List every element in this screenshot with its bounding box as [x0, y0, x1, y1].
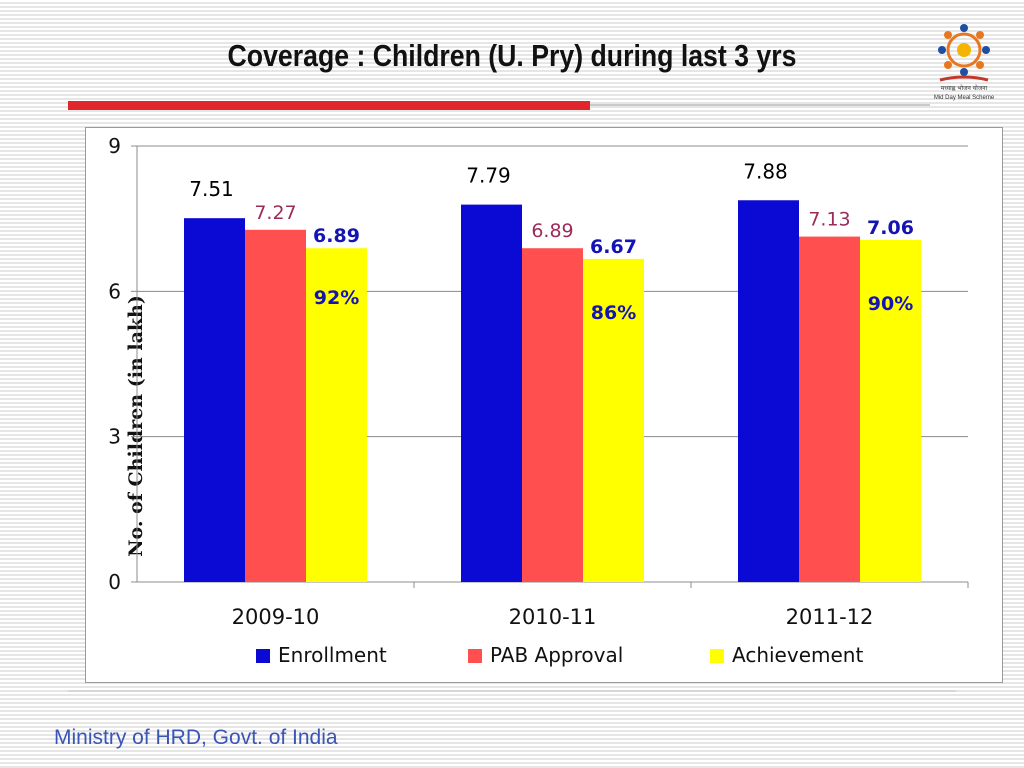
legend-label: PAB Approval	[490, 643, 623, 667]
legend-label: Enrollment	[278, 643, 387, 667]
percentage-annotation: 92%	[314, 287, 359, 309]
logo-english-text: Mid Day Meal Scheme	[934, 95, 995, 101]
bar-enrollment	[184, 218, 245, 582]
data-label: 7.13	[808, 209, 850, 231]
legend-swatch	[710, 649, 724, 663]
legend-swatch	[256, 649, 270, 663]
bar-pab-approval	[245, 229, 306, 582]
logo-hindi-text: मध्याह्न भोजन योजना	[941, 84, 988, 92]
data-label: 7.51	[189, 177, 234, 201]
data-label: 7.27	[254, 202, 296, 224]
bar-enrollment	[738, 200, 799, 582]
bar-chart: No. of Children (in lakh) 0 3 6 9 2009-10 7.5…	[108, 134, 969, 667]
y-tick-label: 9	[108, 134, 121, 158]
legend-label: Achievement	[732, 643, 863, 667]
footer-rule	[68, 690, 956, 692]
title-underline-red	[68, 101, 590, 110]
data-label: 6.67	[590, 236, 637, 258]
data-label: 7.79	[466, 164, 511, 188]
bar-achievement	[860, 239, 921, 582]
footer-text: Ministry of HRD, Govt. of India	[54, 726, 338, 749]
x-tick-label: 2010-11	[509, 605, 597, 629]
bar-achievement	[583, 258, 644, 582]
x-tick-label: 2009-10	[232, 605, 320, 629]
bar-pab-approval	[522, 248, 583, 582]
data-label: 7.88	[743, 159, 788, 183]
y-tick-label: 3	[108, 425, 121, 449]
percentage-annotation: 86%	[591, 302, 636, 324]
people-circle-icon	[938, 24, 990, 76]
bar-achievement	[306, 248, 367, 582]
chart-container: No. of Children (in lakh) 0 3 6 9 2009-10 7.5…	[85, 127, 1003, 683]
title-underline-grey	[590, 104, 930, 106]
y-axis-label: No. of Children (in lakh)	[125, 295, 147, 557]
y-tick-label: 6	[108, 279, 121, 303]
data-label: 7.06	[867, 217, 914, 239]
percentage-annotation: 90%	[868, 293, 913, 315]
data-label: 6.89	[531, 220, 573, 242]
x-tick-label: 2011-12	[786, 605, 874, 629]
legend-swatch	[468, 649, 482, 663]
bar-enrollment	[461, 204, 522, 582]
y-tick-label: 0	[108, 570, 121, 594]
mid-day-meal-logo: मध्याह्न भोजन योजना Mid Day Meal Scheme	[934, 24, 995, 101]
data-label: 6.89	[313, 225, 360, 247]
bar-pab-approval	[799, 236, 860, 582]
slide-title: Coverage : Children (U. Pry) during last…	[227, 38, 797, 73]
